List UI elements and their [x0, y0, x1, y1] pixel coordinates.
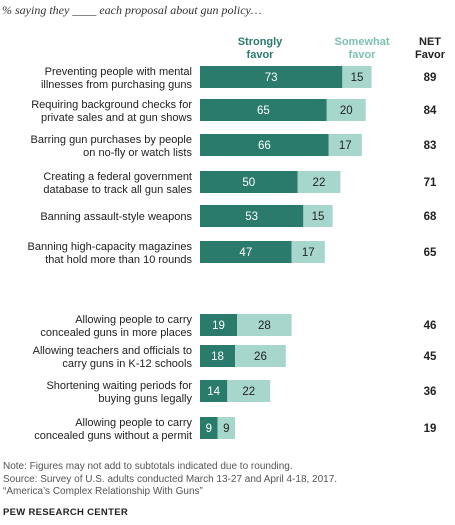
value-label-somewhat: 17 — [302, 247, 315, 259]
gun-policy-bar-chart: StronglyfavorSomewhatfavorNETFavorPreven… — [28, 36, 446, 442]
bar-somewhat-favor — [227, 380, 271, 402]
legend-somewhat-favor: Somewhat — [334, 36, 389, 48]
category-label: Allowing people to carry — [75, 314, 192, 326]
value-label-strongly: 9 — [206, 423, 212, 435]
net-favor-value: 19 — [424, 423, 437, 435]
category-label: concealed guns without a permit — [34, 430, 192, 442]
footnote-report: “America’s Complex Relationship With Gun… — [3, 486, 203, 497]
value-label-strongly: 18 — [211, 351, 224, 363]
category-label: database to track all gun sales — [43, 184, 192, 196]
net-favor-value: 36 — [424, 386, 437, 398]
bar-strongly-favor — [200, 66, 343, 88]
bar-strongly-favor — [200, 171, 298, 193]
legend-somewhat-favor: favor — [349, 49, 377, 61]
net-favor-value: 89 — [424, 72, 437, 84]
category-label: private sales and at gun shows — [41, 112, 193, 124]
net-favor-value: 83 — [424, 140, 437, 152]
bar-strongly-favor — [200, 345, 236, 367]
category-label: Banning assault-style weapons — [40, 211, 192, 223]
category-label: illnesses from purchasing guns — [41, 79, 193, 91]
category-label: Banning high-capacity magazines — [28, 241, 193, 253]
category-label: carry guns in K-12 schools — [62, 358, 192, 370]
value-label-strongly: 66 — [258, 140, 271, 152]
value-label-strongly: 50 — [242, 177, 255, 189]
bar-somewhat-favor — [291, 241, 325, 263]
category-label: on no-fly or watch lists — [83, 147, 192, 159]
category-label: concealed guns in more places — [40, 327, 192, 339]
net-favor-value: 46 — [424, 320, 437, 332]
bar-strongly-favor — [200, 205, 304, 227]
net-favor-value: 65 — [424, 247, 437, 259]
bar-somewhat-favor — [328, 134, 362, 156]
value-label-somewhat: 15 — [312, 211, 325, 223]
bar-somewhat-favor — [297, 171, 341, 193]
category-label: Barring gun purchases by people — [31, 134, 192, 146]
category-label: that hold more than 10 rounds — [45, 254, 192, 266]
bar-somewhat-favor — [237, 314, 292, 336]
bar-strongly-favor — [200, 417, 218, 439]
category-label: Preventing people with mental — [45, 66, 192, 78]
pew-brand: PEW RESEARCH CENTER — [3, 507, 128, 518]
bar-somewhat-favor — [217, 417, 236, 439]
value-label-somewhat: 15 — [351, 72, 364, 84]
chart-subtitle: % saying they ____ each proposal about g… — [2, 3, 262, 17]
value-label-strongly: 73 — [265, 72, 278, 84]
value-label-strongly: 19 — [212, 320, 225, 332]
value-label-somewhat: 9 — [223, 423, 229, 435]
bar-strongly-favor — [200, 99, 327, 121]
bar-somewhat-favor — [326, 99, 366, 121]
value-label-somewhat: 20 — [340, 105, 353, 117]
bar-somewhat-favor — [342, 66, 372, 88]
bar-somewhat-favor — [303, 205, 333, 227]
value-label-somewhat: 26 — [254, 351, 267, 363]
net-favor-value: 84 — [424, 105, 437, 117]
legend-strongly-favor: favor — [247, 49, 275, 61]
bar-strongly-favor — [200, 380, 228, 402]
value-label-somewhat: 28 — [258, 320, 271, 332]
value-label-somewhat: 22 — [313, 177, 326, 189]
net-favor-value: 68 — [424, 211, 437, 223]
category-label: Shortening waiting periods for — [46, 380, 192, 392]
value-label-strongly: 53 — [245, 211, 258, 223]
footnote-source: Source: Survey of U.S. adults conducted … — [3, 473, 338, 485]
value-label-strongly: 14 — [207, 386, 220, 398]
value-label-strongly: 47 — [239, 247, 252, 259]
net-favor-value: 71 — [424, 177, 437, 189]
category-label: Allowing teachers and officials to — [33, 345, 192, 357]
net-favor-value: 45 — [424, 351, 437, 363]
value-label-strongly: 65 — [257, 105, 270, 117]
legend-strongly-favor: Strongly — [238, 36, 283, 48]
bar-somewhat-favor — [235, 345, 286, 367]
bar-strongly-favor — [200, 314, 238, 336]
category-label: Requiring background checks for — [31, 99, 192, 111]
category-label: Creating a federal government — [43, 171, 192, 183]
bar-strongly-favor — [200, 241, 292, 263]
value-label-somewhat: 17 — [339, 140, 352, 152]
net-favor-header: NET — [419, 36, 441, 48]
net-favor-header: Favor — [415, 49, 446, 61]
value-label-somewhat: 22 — [242, 386, 255, 398]
footnote-note: Note: Figures may not add to subtotals i… — [3, 461, 293, 472]
category-label: buying guns legally — [98, 393, 192, 405]
category-label: Allowing people to carry — [75, 417, 192, 429]
bar-strongly-favor — [200, 134, 329, 156]
